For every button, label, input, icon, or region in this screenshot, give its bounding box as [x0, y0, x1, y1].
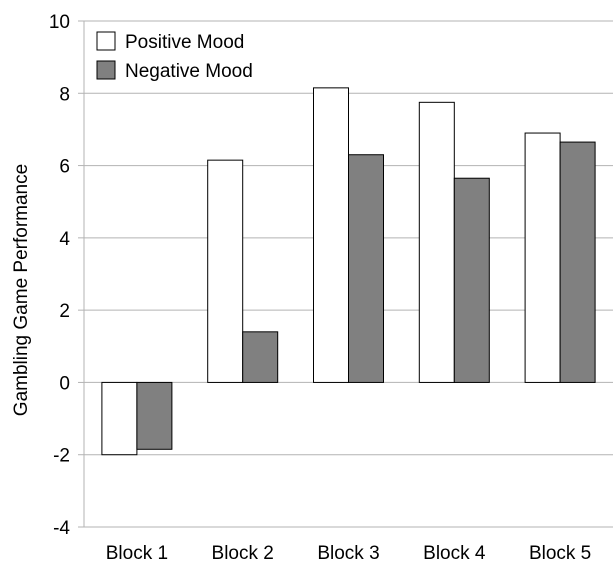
x-tick-label: Block 5 [529, 543, 591, 561]
legend: Positive Mood Negative Mood [96, 31, 253, 82]
bar-negative-mood [242, 331, 279, 383]
bar-negative-mood [348, 154, 384, 383]
x-tick-label: Block 1 [106, 543, 168, 561]
y-tick-label: -4 [53, 518, 70, 539]
y-tick-label: 10 [49, 12, 70, 33]
y-tick-label: 0 [59, 373, 70, 394]
bar-positive-mood [101, 381, 138, 456]
x-tick-label: Block 2 [212, 543, 274, 561]
bar-positive-mood [207, 159, 244, 383]
y-axis-title: Gambling Game Performance [11, 164, 32, 416]
bar-negative-mood [559, 141, 596, 383]
bars [101, 87, 596, 456]
legend-label: Negative Mood [125, 61, 253, 82]
legend-swatch [96, 60, 116, 80]
legend-swatch [96, 31, 116, 51]
y-tick-label: 8 [59, 84, 70, 105]
y-tick-label: 6 [59, 157, 70, 178]
x-tick-label: Block 4 [423, 543, 486, 561]
x-tick-label: Block 3 [317, 543, 379, 561]
bar-positive-mood [418, 101, 455, 383]
y-tick-label: 2 [59, 301, 70, 322]
y-tick-labels: -4 -2 0 2 4 6 8 10 [49, 12, 71, 539]
bar-negative-mood [453, 177, 490, 383]
bar-negative-mood [136, 381, 173, 450]
y-tick-label: -2 [53, 446, 70, 467]
axes [78, 20, 85, 528]
y-tick-label: 4 [59, 229, 70, 250]
x-tick-labels: Block 1 Block 2 Block 3 Block 4 Block 5 [106, 543, 592, 561]
bar-positive-mood [524, 132, 561, 383]
legend-label: Positive Mood [125, 32, 244, 53]
bar-positive-mood [313, 87, 349, 383]
